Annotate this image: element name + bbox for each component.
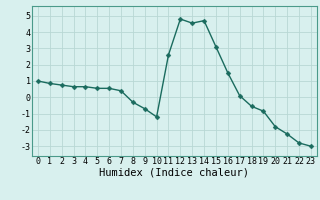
X-axis label: Humidex (Indice chaleur): Humidex (Indice chaleur) xyxy=(100,168,249,178)
